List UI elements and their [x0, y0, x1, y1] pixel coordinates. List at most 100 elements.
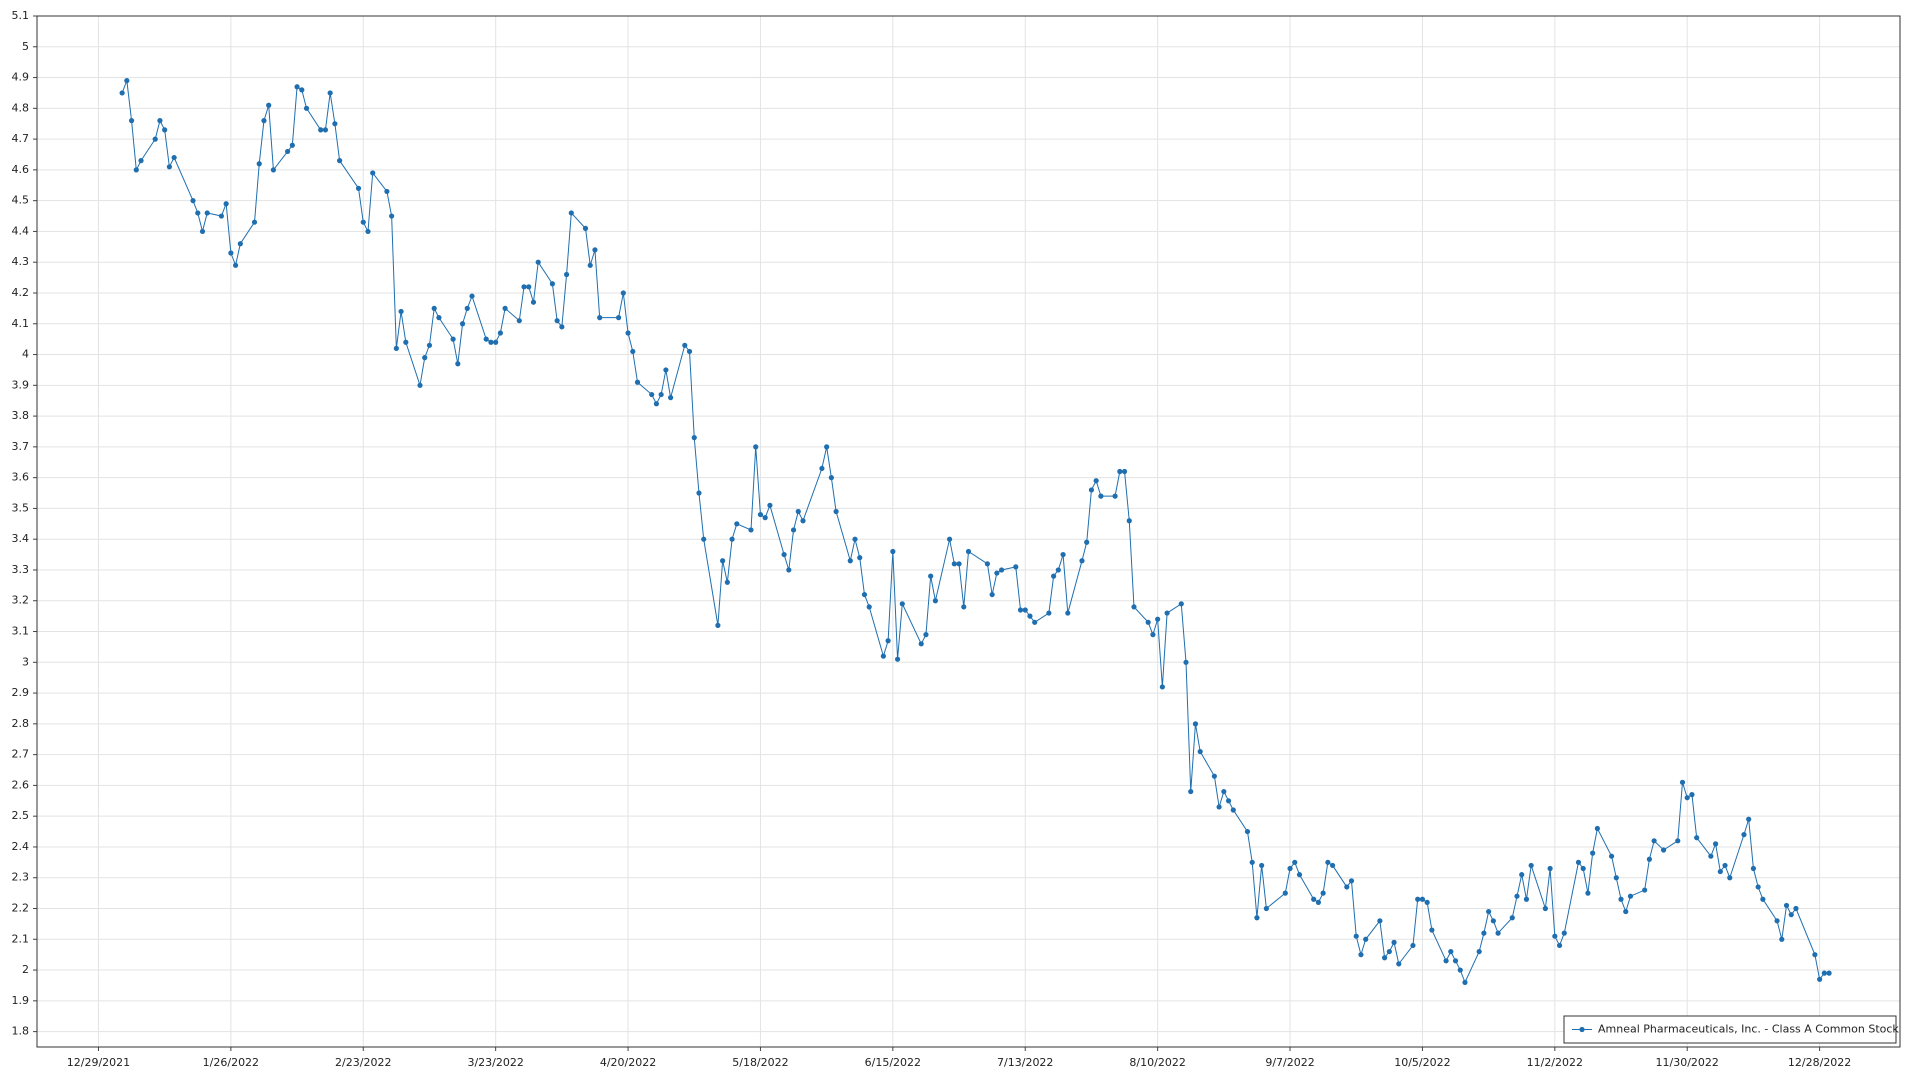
- data-point: [166, 164, 172, 170]
- data-point: [1590, 850, 1596, 856]
- data-point: [124, 78, 130, 84]
- data-point: [1320, 890, 1326, 896]
- data-point: [696, 490, 702, 496]
- data-point: [597, 315, 603, 321]
- data-point: [866, 604, 872, 610]
- legend-label: Amneal Pharmaceuticals, Inc. - Class A C…: [1598, 1023, 1899, 1036]
- data-point: [1065, 610, 1071, 616]
- data-point: [1514, 893, 1520, 899]
- data-point: [781, 551, 787, 558]
- data-point: [1429, 927, 1435, 933]
- data-point: [800, 518, 806, 524]
- data-point: [649, 391, 655, 398]
- y-tick-label: 3.6: [12, 471, 30, 484]
- data-point: [928, 573, 934, 579]
- data-point: [1481, 930, 1487, 936]
- data-point: [1613, 875, 1619, 881]
- data-point: [1325, 859, 1331, 865]
- data-point: [592, 247, 598, 253]
- data-point: [1353, 933, 1359, 939]
- data-point: [748, 527, 754, 533]
- data-point: [1462, 979, 1468, 985]
- data-point: [1055, 567, 1061, 573]
- data-point: [1131, 604, 1137, 610]
- data-point: [753, 444, 759, 450]
- data-point: [625, 330, 631, 336]
- y-tick-label: 5.1: [12, 9, 30, 22]
- data-point: [327, 90, 333, 96]
- data-point: [786, 567, 792, 573]
- data-point: [389, 213, 395, 219]
- data-point: [1296, 872, 1303, 878]
- data-point: [701, 536, 707, 542]
- y-tick-label: 4.6: [12, 163, 30, 176]
- data-point: [322, 127, 329, 133]
- data-point: [530, 299, 537, 305]
- data-point: [620, 290, 626, 296]
- y-tick-label: 3.1: [12, 625, 30, 638]
- y-tick-label: 4.7: [12, 132, 30, 145]
- data-point: [1675, 838, 1681, 844]
- data-point: [1712, 841, 1719, 847]
- data-point: [1490, 918, 1496, 924]
- data-point: [270, 167, 277, 173]
- data-point: [1660, 847, 1667, 853]
- data-point: [1022, 607, 1028, 613]
- data-point: [890, 548, 896, 555]
- data-point: [861, 591, 868, 598]
- data-point: [734, 521, 740, 527]
- data-point: [1060, 551, 1066, 558]
- data-point: [516, 318, 522, 324]
- y-tick-label: 2.2: [12, 902, 30, 915]
- x-tick-label: 3/23/2022: [467, 1056, 523, 1069]
- data-point: [568, 210, 574, 216]
- y-tick-label: 5: [22, 40, 29, 53]
- data-point: [956, 561, 962, 567]
- data-point: [459, 321, 466, 327]
- data-point: [422, 355, 428, 361]
- legend-marker: [1579, 1026, 1585, 1033]
- data-point: [994, 570, 1000, 576]
- data-point: [1523, 896, 1530, 902]
- data-point: [729, 536, 735, 542]
- data-point: [218, 213, 225, 219]
- data-point: [1230, 807, 1236, 813]
- data-point: [417, 382, 423, 388]
- data-point: [1783, 902, 1790, 909]
- data-point: [653, 401, 660, 407]
- data-point: [790, 527, 797, 533]
- data-point: [171, 154, 177, 161]
- data-point: [1121, 468, 1128, 475]
- data-point: [119, 90, 125, 96]
- data-point: [1164, 610, 1170, 616]
- data-point: [1183, 659, 1189, 665]
- data-point: [1046, 610, 1052, 616]
- data-point: [355, 185, 362, 191]
- y-tick-label: 2.4: [12, 840, 30, 853]
- data-point: [289, 142, 295, 148]
- data-point: [686, 348, 693, 355]
- data-point: [1244, 828, 1251, 835]
- data-point: [1292, 859, 1298, 865]
- data-point: [1443, 958, 1449, 964]
- data-point: [398, 308, 404, 315]
- data-point: [1627, 893, 1634, 899]
- data-point: [1358, 952, 1364, 958]
- x-tick-label: 12/28/2022: [1788, 1056, 1851, 1069]
- y-tick-label: 3.8: [12, 409, 30, 422]
- data-point: [899, 601, 905, 607]
- data-point: [1386, 948, 1392, 955]
- data-point: [819, 465, 825, 472]
- y-tick-label: 2.8: [12, 717, 30, 730]
- data-point: [426, 342, 433, 348]
- data-point: [1679, 779, 1686, 785]
- data-point: [1812, 952, 1818, 958]
- data-point: [384, 188, 390, 195]
- data-point: [1495, 930, 1501, 936]
- data-point: [303, 105, 310, 111]
- data-point: [261, 118, 267, 124]
- data-point: [1452, 958, 1459, 964]
- data-point: [1084, 539, 1090, 545]
- data-point: [228, 250, 234, 256]
- data-point: [128, 118, 135, 124]
